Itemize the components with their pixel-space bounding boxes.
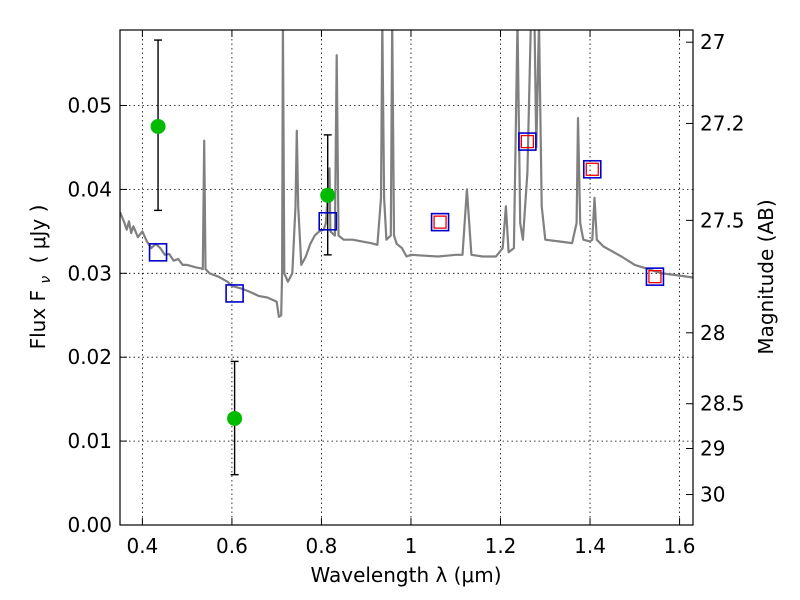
right-tick-label: 30 [700,483,725,507]
y-tick-label: 0.05 [67,94,112,118]
y-tick-label: 0.03 [67,261,112,285]
right-tick-label: 27 [700,30,725,54]
svg-text:Flux F ν ( μJy ): Flux F ν ( μJy ) [26,205,55,350]
y-axis-left-ticks: 0.00 0.01 0.02 0.03 0.04 0.05 [67,94,127,537]
model-photometry-square [430,212,450,232]
x-tick-label: 0.8 [306,534,338,558]
x-tick-label: 1.2 [485,534,517,558]
x-tick-label: 1.4 [574,534,606,558]
observed-flux-point [227,410,243,426]
y-tick-label: 0.01 [67,429,112,453]
model-photometry-square [582,159,602,179]
sed-model-curve [120,30,693,318]
band-squares [433,134,662,284]
right-tick-label: 28 [700,321,725,345]
right-tick-label: 28.5 [700,392,745,416]
sed-layer [120,30,693,318]
y-tick-label: 0.00 [67,513,112,537]
y-axis-left-label: Flux F [26,290,50,349]
plot-frame [119,29,694,526]
x-tick-label: 1 [405,534,418,558]
x-axis-label: Wavelength λ (μm) [310,563,501,587]
right-tick-label: 29 [700,436,725,460]
x-tick-label: 1.6 [664,534,696,558]
band-photometry-square [433,215,447,229]
band-photometry-square [648,270,662,284]
right-tick-label: 27.2 [700,111,745,135]
y-axis-left-label-group: Flux F ν ( μJy ) [26,205,55,350]
model-squares [148,132,665,303]
band-photometry-square [520,134,535,149]
y-tick-label: 0.04 [67,177,112,201]
right-tick-label: 27.5 [700,208,745,232]
y-axis-left-label-unit: ( μJy ) [26,205,50,264]
y-axis-left-label-subscript: ν [38,276,54,284]
y-tick-label: 0.02 [67,345,112,369]
model-photometry-square [318,211,338,231]
model-photometry-square [645,267,665,286]
observed-points [150,118,336,426]
observed-flux-point [150,118,166,134]
model-photometry-square [148,243,168,262]
x-tick-label: 0.4 [126,534,158,558]
y-axis-right-ticks: 27 27.2 27.5 28 28.5 29 30 [686,30,745,507]
y-axis-right-label: Magnitude (AB) [754,199,778,354]
observed-flux-point [320,187,336,203]
plot-background [120,30,693,525]
model-photometry-square [518,132,537,151]
model-photometry-square [225,284,244,303]
band-photometry-square [585,162,599,176]
x-axis-ticks: 0.4 0.6 0.8 1 1.2 1.4 1.6 [126,30,695,558]
x-tick-label: 0.6 [216,534,248,558]
